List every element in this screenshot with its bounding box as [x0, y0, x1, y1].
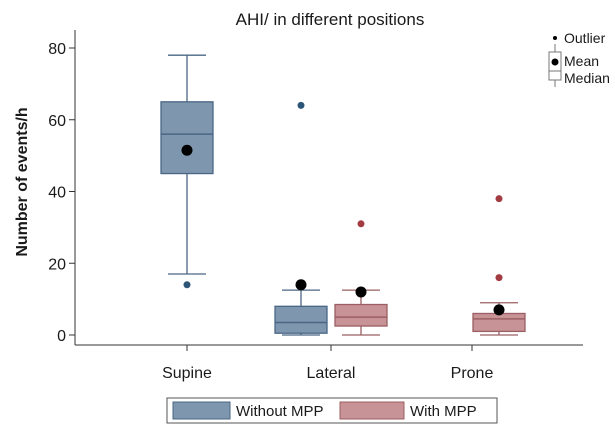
key-outlier-marker [553, 36, 557, 40]
x-tick-label: Lateral [307, 365, 356, 382]
box-prone-with-mpp [472, 195, 526, 336]
axes: 0 20 40 60 80 Supine Lateral Prone [48, 30, 583, 382]
chart-title: AHI/ in different positions [236, 10, 425, 29]
box-supine-without-mpp [160, 54, 214, 289]
mean-marker [295, 279, 307, 291]
outlier-point [495, 274, 503, 282]
legend-swatch-without-mpp [172, 401, 231, 420]
box-lateral-without-mpp [274, 101, 328, 336]
x-tick-label: Supine [162, 365, 212, 382]
outlier-point [183, 281, 191, 289]
iqr-box [160, 101, 214, 175]
box-group [160, 54, 526, 336]
y-tick-label: 80 [48, 41, 66, 58]
key-box [548, 51, 562, 81]
key-median-label: Median [564, 70, 610, 86]
mean-marker [355, 286, 367, 298]
outlier-point [357, 220, 365, 228]
y-axis-label: Number of events/h [14, 107, 31, 256]
key-mean-marker [551, 58, 559, 66]
iqr-box [334, 303, 388, 327]
iqr-box [274, 305, 328, 334]
box-lateral-with-mpp [334, 220, 388, 336]
outlier-point [297, 101, 305, 109]
x-tick-label: Prone [451, 365, 494, 382]
legend-label-with-mpp: With MPP [410, 403, 477, 420]
legend-label-without-mpp: Without MPP [236, 403, 324, 420]
mean-marker [493, 304, 505, 316]
iqr-box [472, 312, 526, 333]
y-tick-label: 40 [48, 185, 66, 202]
legend: Without MPP With MPP [166, 397, 498, 424]
y-tick-label: 20 [48, 256, 66, 273]
key-mean-label: Mean [564, 53, 599, 69]
y-tick-label: 60 [48, 113, 66, 130]
legend-swatch-with-mpp [339, 401, 405, 420]
key-outlier-label: Outlier [564, 30, 606, 46]
mean-marker [181, 144, 193, 156]
y-tick-label: 0 [57, 328, 66, 345]
outlier-point [495, 195, 503, 203]
